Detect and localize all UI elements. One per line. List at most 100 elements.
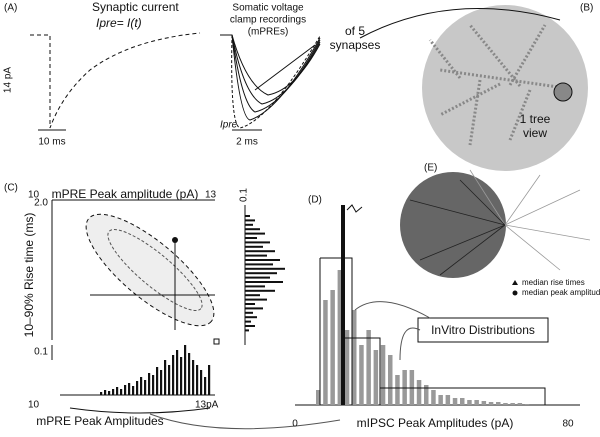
bar <box>245 250 275 253</box>
axis-label: 0 <box>292 419 298 430</box>
trace-label: Ipre <box>220 120 238 131</box>
bar <box>416 380 422 405</box>
histogram <box>100 345 211 395</box>
arrow <box>149 413 341 430</box>
bar <box>168 365 171 395</box>
bar <box>188 353 191 395</box>
bar <box>116 387 119 395</box>
bar <box>112 389 115 395</box>
bar <box>152 375 155 395</box>
bar <box>337 270 343 405</box>
axis-label: 0.1 <box>239 188 250 202</box>
axis-label: 80 <box>562 419 574 430</box>
bar <box>517 403 523 405</box>
bar <box>245 281 283 283</box>
bar <box>388 355 393 405</box>
formula: Ipre= I(t) <box>96 16 142 30</box>
bar <box>380 345 386 405</box>
bar <box>164 360 167 395</box>
bar <box>316 390 321 405</box>
bar <box>460 398 465 405</box>
bar <box>245 289 275 292</box>
bar <box>148 373 151 395</box>
bar <box>524 404 530 405</box>
bar <box>245 329 249 332</box>
axis-label: 13 <box>205 190 217 201</box>
recordings-title: (mPREs) <box>248 27 289 38</box>
bar <box>245 276 270 279</box>
current-trace <box>30 32 201 129</box>
box-label: InVitro Distributions <box>431 323 535 337</box>
bar <box>424 385 429 405</box>
bar <box>245 215 250 217</box>
recordings-title: Somatic voltage <box>232 3 304 14</box>
bar <box>104 390 107 395</box>
bar <box>245 294 260 297</box>
bar <box>330 290 335 405</box>
bar <box>481 401 487 405</box>
arrow <box>254 44 316 91</box>
tree-view-circle <box>422 5 588 171</box>
bar <box>245 320 251 323</box>
panel-label: (C) <box>4 183 18 194</box>
bar <box>344 330 350 405</box>
panel-label: (B) <box>580 3 593 14</box>
marker <box>172 237 178 243</box>
note: synapses <box>330 38 381 52</box>
bar <box>160 370 163 395</box>
bar <box>245 241 270 244</box>
arrow <box>359 7 561 39</box>
axis-label: 2.0 <box>34 198 48 209</box>
bar <box>180 357 183 395</box>
bar <box>431 390 436 405</box>
bar <box>245 267 285 270</box>
bar <box>196 365 199 395</box>
bar <box>124 385 127 395</box>
bar <box>245 311 253 314</box>
axis-label: 0.1 <box>34 347 48 358</box>
axes <box>51 199 215 360</box>
axis-label: 10 <box>28 400 40 411</box>
bar <box>245 285 265 288</box>
soma <box>553 82 573 102</box>
bar <box>184 345 187 395</box>
bar <box>395 375 400 405</box>
bar <box>245 237 257 239</box>
bar <box>245 316 257 319</box>
dendrites <box>428 24 566 146</box>
bar <box>474 400 479 405</box>
scale-label: 2 ms <box>236 137 258 148</box>
bar <box>156 367 159 395</box>
arrow <box>354 301 431 361</box>
axis-break <box>346 204 363 213</box>
dendrites <box>409 179 506 276</box>
axis-title: mPRE Peak amplitude (pA) <box>52 187 199 201</box>
distribution-contour <box>85 213 215 327</box>
bar <box>128 383 131 395</box>
panel-label: (E) <box>424 163 437 174</box>
bar <box>192 360 195 395</box>
bar <box>245 298 267 301</box>
bar <box>323 300 328 405</box>
bar <box>496 402 501 405</box>
note: of 5 <box>345 24 365 38</box>
bar <box>200 370 203 395</box>
tree-view-circle <box>400 172 506 278</box>
bar <box>144 380 147 395</box>
bar <box>208 365 211 395</box>
bar <box>120 389 123 395</box>
bar <box>245 307 263 310</box>
bar <box>245 228 260 231</box>
axis-label: 13pA <box>195 400 219 411</box>
voltage-traces <box>220 34 321 129</box>
axis-title: mIPSC Peak Amplitudes (pA) <box>357 416 514 430</box>
axis-title: mPRE Peak Amplitudes <box>36 414 163 428</box>
bar <box>467 400 472 405</box>
legend-marker <box>512 280 518 285</box>
distribution-contour <box>107 229 203 311</box>
bar <box>452 398 458 405</box>
bar <box>204 377 207 395</box>
bar <box>366 330 371 405</box>
bar <box>100 392 103 395</box>
